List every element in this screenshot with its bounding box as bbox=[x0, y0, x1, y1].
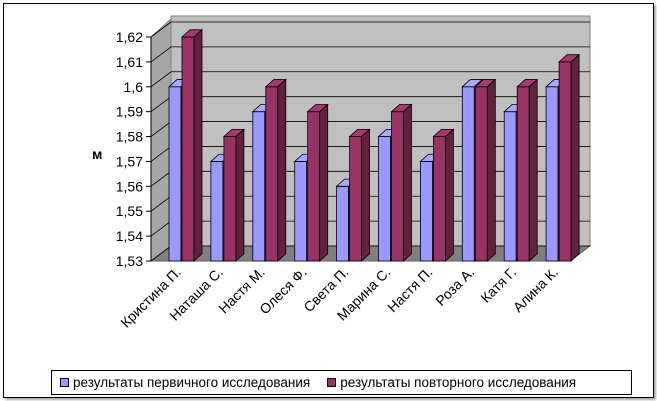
bar-front bbox=[516, 86, 530, 262]
bar bbox=[558, 53, 581, 262]
x-tick-label: Алина К. bbox=[510, 264, 561, 315]
y-tick-label: 1,53 bbox=[116, 253, 143, 269]
bar-front bbox=[558, 61, 572, 262]
bar-front bbox=[503, 111, 517, 262]
bar-front bbox=[336, 185, 350, 262]
bar-side bbox=[528, 78, 538, 262]
gridline-side bbox=[150, 96, 172, 112]
bar-front bbox=[265, 86, 279, 262]
gridline-side bbox=[150, 71, 172, 88]
gridline-side bbox=[150, 46, 172, 63]
bars bbox=[167, 28, 581, 262]
bar bbox=[432, 128, 455, 262]
legend: результаты первичного исследования резул… bbox=[51, 370, 632, 395]
gridline-side bbox=[150, 195, 172, 212]
y-axis-ticks: 1,53 1,54 1,55 1,56 1,57 1,58 1,59 1,6 1,61 1,62 bbox=[116, 29, 143, 269]
bar bbox=[390, 103, 413, 262]
bar-front bbox=[210, 161, 224, 262]
bar-front bbox=[474, 86, 488, 262]
bar-front bbox=[391, 111, 404, 262]
y-tick-label: 1,58 bbox=[116, 129, 143, 145]
gridline-side bbox=[150, 146, 172, 162]
gridline-side bbox=[150, 245, 172, 262]
legend-label-series-2: результаты повторного исследования bbox=[340, 375, 577, 390]
bar-front bbox=[419, 161, 433, 262]
y-tick-label: 1,56 bbox=[116, 178, 143, 194]
gridline-side bbox=[150, 121, 172, 137]
bar-side bbox=[361, 128, 371, 262]
legend-swatch-series-1 bbox=[60, 378, 69, 387]
bar bbox=[180, 28, 204, 262]
bar bbox=[306, 103, 329, 262]
legend-label-series-1: результаты первичного исследования bbox=[73, 375, 311, 390]
gridline-side bbox=[150, 220, 172, 237]
x-axis-labels: Кристина П.Наташа С.Настя М.Олеся Ф.Свет… bbox=[117, 264, 561, 331]
bar-side bbox=[570, 53, 580, 262]
bar-chart: 1,531,541,551,561,571,581,591,61,611,62 … bbox=[92, 15, 592, 331]
bar bbox=[516, 78, 539, 262]
bar-front bbox=[461, 86, 475, 262]
bar-side bbox=[319, 103, 329, 262]
bar bbox=[264, 78, 287, 262]
bar-side bbox=[444, 128, 454, 262]
bar-front bbox=[294, 161, 308, 262]
y-tick-label: 1,6 bbox=[124, 79, 144, 95]
bar-side bbox=[277, 78, 287, 262]
bar bbox=[348, 128, 371, 262]
bar-front bbox=[252, 111, 266, 262]
y-tick-label: 1,55 bbox=[116, 203, 143, 219]
x-tick-label: Настя П. bbox=[384, 264, 435, 315]
gridline-side bbox=[150, 21, 172, 38]
y-tick-label: 1,59 bbox=[116, 104, 143, 120]
legend-item-series-2: результаты повторного исследования bbox=[310, 375, 576, 390]
y-tick-label: 1,61 bbox=[116, 54, 143, 70]
chart-frame: 1,53 1,54 1,55 1,56 1,57 1,58 1,59 1,6 1,61 1,62 … bbox=[3, 3, 654, 398]
bar-front bbox=[307, 111, 321, 262]
bar-front bbox=[223, 136, 237, 262]
x-tick-label: Роза А. bbox=[432, 264, 477, 309]
side-wall bbox=[150, 17, 172, 262]
gridline-side bbox=[150, 171, 172, 187]
bar-front bbox=[545, 86, 559, 262]
bar bbox=[474, 78, 497, 262]
bar-side bbox=[486, 78, 496, 262]
legend-item-series-1: результаты первичного исследования bbox=[52, 375, 310, 390]
bar-front bbox=[432, 136, 446, 262]
y-tick-label: 1,54 bbox=[116, 228, 143, 244]
bar-front bbox=[168, 86, 182, 262]
bar-side bbox=[235, 128, 245, 262]
bar-side bbox=[403, 103, 412, 262]
legend-swatch-series-2 bbox=[327, 378, 337, 387]
bar-front bbox=[378, 136, 391, 262]
bar-front bbox=[349, 136, 363, 262]
bar-side bbox=[193, 28, 203, 262]
bar bbox=[222, 128, 245, 262]
y-axis-label: м bbox=[92, 146, 102, 162]
bar-front bbox=[181, 36, 195, 262]
y-tick-label: 1,57 bbox=[116, 153, 143, 169]
y-tick-label: 1,62 bbox=[116, 29, 143, 45]
